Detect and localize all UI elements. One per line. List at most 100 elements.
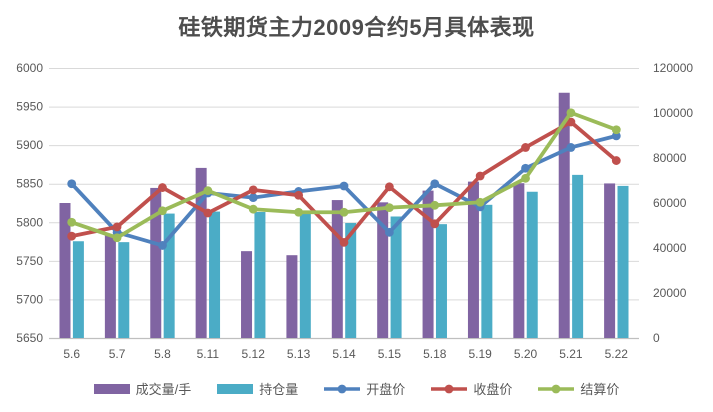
- settle-price-point: [294, 207, 304, 217]
- legend-item-line-0: 开盘价: [324, 379, 405, 398]
- open-interest-bar: [72, 241, 84, 338]
- settle-price-point: [611, 125, 621, 135]
- close-price-point: [521, 143, 530, 152]
- settle-price-point: [521, 173, 530, 183]
- x-axis-tick-label: 5.22: [605, 347, 629, 361]
- chart-legend: 成交量/手 持仓量 开盘价 收盘价 结算价: [0, 379, 713, 398]
- right-axis-tick-label: 120000: [653, 61, 693, 75]
- x-axis-tick-label: 5.20: [514, 347, 538, 361]
- open-interest-bar: [163, 213, 175, 338]
- settle-price-point: [339, 207, 349, 217]
- open-interest-bar: [526, 191, 538, 338]
- legend-item-line-2: 结算价: [538, 379, 619, 398]
- open-price-point: [158, 241, 167, 250]
- legend-line-swatch: [324, 384, 361, 393]
- open-interest-bar: [345, 223, 357, 338]
- left-axis-tick-label: 5850: [16, 177, 43, 191]
- close-price-point: [294, 190, 304, 200]
- legend-label: 收盘价: [473, 382, 513, 397]
- x-axis-tick-label: 5.13: [287, 347, 311, 361]
- left-axis-tick-label: 6000: [16, 61, 43, 75]
- volume-bar: [331, 200, 343, 338]
- volume-bar: [104, 234, 116, 338]
- x-axis-tick-label: 5.15: [378, 347, 402, 361]
- x-axis-tick-label: 5.6: [63, 347, 80, 361]
- open-price-point: [67, 179, 77, 189]
- open-price-point: [521, 163, 530, 173]
- x-axis-tick-label: 5.19: [468, 347, 492, 361]
- legend-label: 持仓量: [259, 382, 299, 397]
- close-price-point: [384, 182, 394, 192]
- close-price-point: [566, 117, 576, 127]
- legend-label: 开盘价: [366, 382, 406, 397]
- volume-bar: [150, 187, 162, 338]
- close-price-point: [430, 219, 440, 229]
- settle-price-point: [566, 108, 576, 118]
- volume-bar: [558, 92, 570, 338]
- legend-bar-swatch: [217, 383, 254, 394]
- close-price-point: [339, 237, 349, 247]
- settle-price-point: [475, 197, 485, 207]
- x-axis-tick-label: 5.14: [332, 347, 356, 361]
- volume-bar: [195, 167, 207, 338]
- left-axis-tick-label: 5950: [16, 100, 43, 114]
- x-axis-tick-label: 5.7: [109, 347, 126, 361]
- right-axis-tick-label: 20000: [653, 286, 687, 300]
- x-axis-tick-label: 5.21: [559, 347, 583, 361]
- close-price-point: [475, 171, 485, 181]
- legend-line-swatch: [431, 384, 468, 393]
- right-axis-tick-label: 40000: [653, 241, 687, 255]
- settle-price-point: [67, 217, 77, 227]
- right-axis-tick-label: 80000: [653, 151, 687, 165]
- x-axis-tick-label: 5.18: [423, 347, 447, 361]
- left-axis-tick-label: 5700: [16, 292, 43, 306]
- legend-label: 成交量/手: [135, 382, 192, 397]
- close-price-point: [248, 185, 258, 195]
- settle-price-point: [112, 233, 122, 243]
- open-interest-bar: [617, 185, 629, 338]
- open-price-point: [566, 143, 576, 152]
- close-price-point: [611, 156, 621, 165]
- x-axis-tick-label: 5.8: [154, 347, 171, 361]
- legend-label: 结算价: [580, 382, 620, 397]
- left-axis-tick-label: 5750: [16, 254, 43, 268]
- open-interest-bar: [435, 224, 447, 338]
- volume-bar: [604, 183, 616, 338]
- volume-bar: [513, 183, 525, 338]
- open-price-point: [430, 179, 440, 189]
- volume-bar: [59, 203, 71, 338]
- open-interest-bar: [572, 174, 584, 338]
- left-axis-tick-label: 5650: [16, 331, 43, 345]
- legend-item-line-1: 收盘价: [431, 379, 512, 398]
- x-axis-tick-label: 5.12: [242, 347, 266, 361]
- left-axis-tick-label: 5800: [16, 215, 43, 229]
- close-price-point: [67, 231, 77, 241]
- legend-item-bar-1: 持仓量: [217, 379, 298, 398]
- volume-bar: [241, 251, 253, 338]
- open-price-point: [384, 227, 394, 237]
- legend-item-bar-0: 成交量/手: [93, 379, 192, 398]
- x-axis-tick-label: 5.11: [197, 347, 220, 361]
- left-axis-tick-label: 5900: [16, 138, 43, 152]
- open-price-point: [339, 181, 349, 191]
- close-price-point: [112, 222, 122, 232]
- open-interest-bar: [209, 211, 221, 338]
- settle-price-point: [430, 200, 440, 210]
- right-axis-tick-label: 100000: [653, 106, 693, 120]
- legend-line-swatch: [538, 384, 575, 393]
- open-price-point: [611, 131, 621, 141]
- right-axis-tick-label: 60000: [653, 196, 687, 210]
- open-interest-bar: [481, 204, 493, 338]
- right-axis-tick-label: 0: [653, 331, 660, 345]
- chart-title: 硅铁期货主力2009合约5月具体表现: [178, 15, 535, 40]
- close-price-point: [158, 183, 167, 192]
- open-price-point: [248, 193, 258, 203]
- volume-bar: [422, 190, 434, 338]
- volume-bar: [467, 181, 479, 338]
- open-interest-bar: [390, 216, 402, 338]
- close-price-point: [203, 208, 213, 218]
- settle-price-point: [203, 186, 213, 196]
- settle-price-point: [158, 206, 167, 216]
